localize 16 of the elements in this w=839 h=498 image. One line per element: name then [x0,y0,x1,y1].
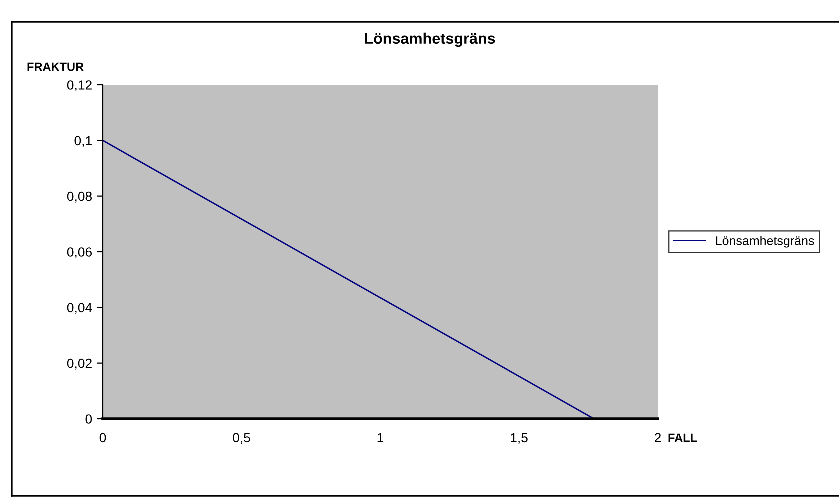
x-axis-title: FALL [668,434,698,442]
y-tick-label: 0,1 [74,136,92,148]
chart-title: Lönsamhetsgräns [365,32,496,48]
y-tick-label: 0,08 [67,192,92,203]
x-tick-label: 1 [378,433,384,442]
y-axis-title: FRAKTUR [28,62,84,72]
y-tick-label: 0,06 [67,248,92,258]
x-tick-label: 0,5 [233,433,250,444]
y-tick-label: 0,12 [67,80,92,92]
y-tick-label: 0,02 [67,358,92,370]
y-tick-label: 0 [86,414,92,424]
legend-label: Lönsamhetsgräns [716,236,814,248]
x-tick-label: 2 [654,433,662,442]
y-tick-label: 0,04 [67,303,92,314]
x-tick-label: 1,5 [511,433,528,444]
x-tick-label: 0 [100,433,106,443]
